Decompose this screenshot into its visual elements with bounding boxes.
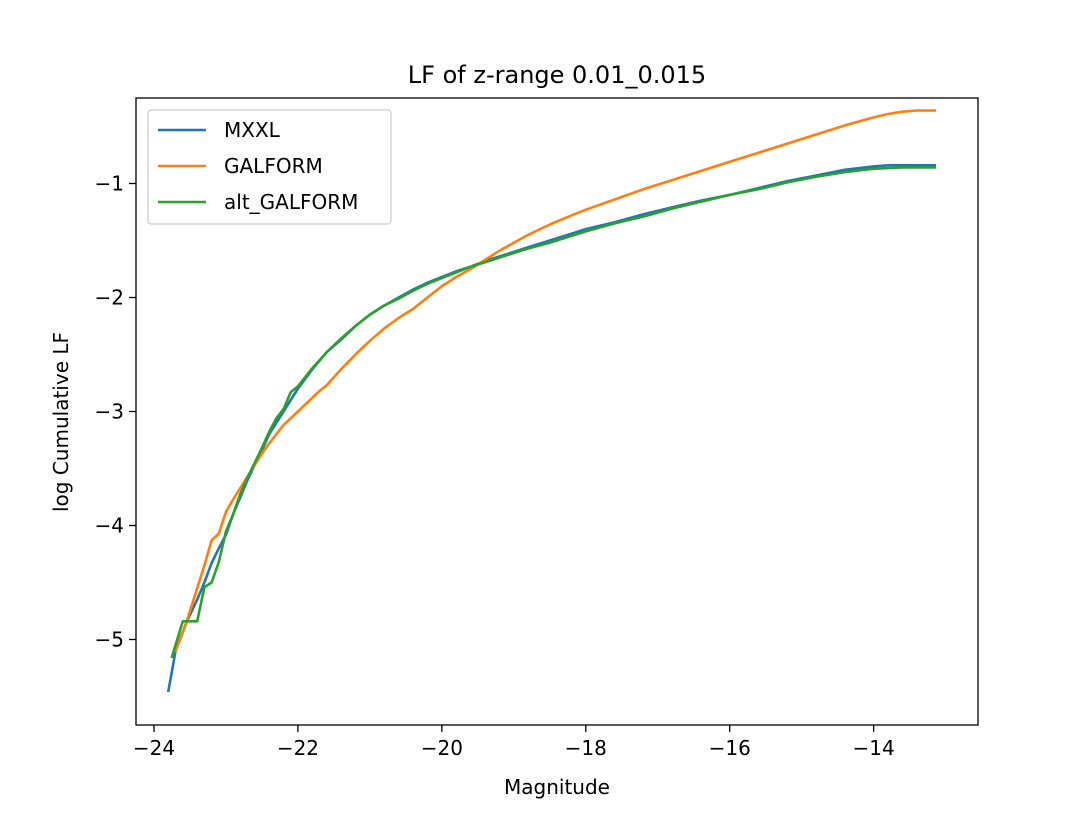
y-tick-label: −1: [95, 172, 124, 196]
legend-box: [147, 109, 392, 225]
y-tick-label: −4: [95, 514, 124, 538]
legend-label: MXXL: [224, 118, 281, 142]
y-tick-label: −2: [95, 286, 124, 310]
x-tick-label: −16: [709, 736, 751, 760]
x-axis-label: Magnitude: [504, 775, 610, 799]
legend-label: alt_GALFORM: [224, 190, 358, 214]
axes: −24 −22 −20 −18 −16 −14 −5 −4 −3 −2 −1: [95, 97, 979, 760]
legend-label: GALFORM: [224, 154, 323, 178]
series-line-galform: [173, 109, 937, 653]
x-tick-label: −20: [421, 736, 463, 760]
x-tick-label: −24: [133, 736, 175, 760]
x-tick-label: −18: [565, 736, 607, 760]
x-tick-label: −14: [853, 736, 895, 760]
chart-title: LF of z-range 0.01_0.015: [408, 61, 706, 89]
legend: MXXL GALFORM alt_GALFORM: [147, 109, 392, 225]
y-tick-label: −5: [95, 628, 124, 652]
x-tick-label: −22: [277, 736, 319, 760]
y-axis-label: log Cumulative LF: [49, 332, 73, 512]
y-tick-label: −3: [95, 400, 124, 424]
series-line-alt-galform: [170, 166, 937, 659]
